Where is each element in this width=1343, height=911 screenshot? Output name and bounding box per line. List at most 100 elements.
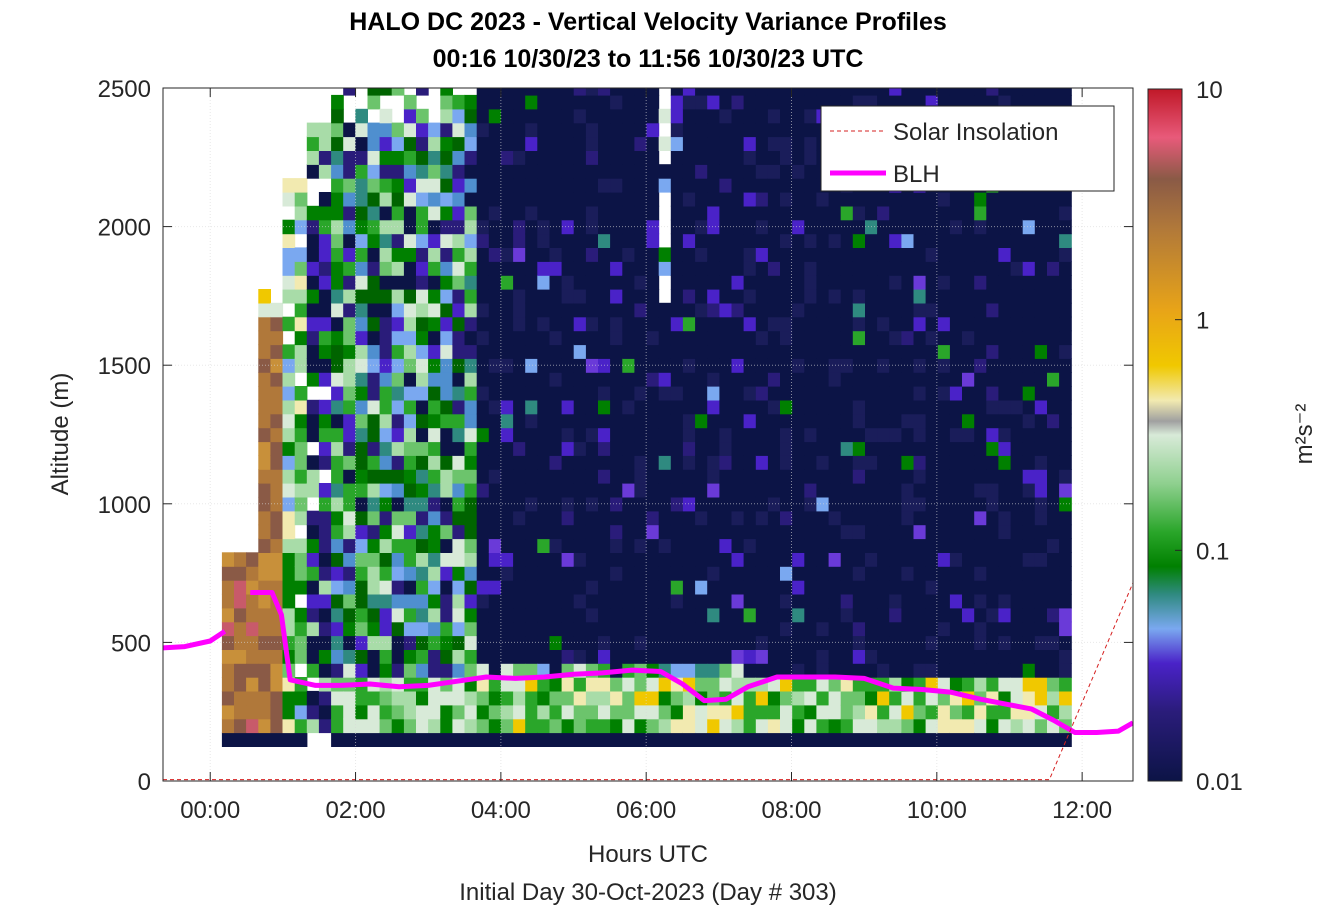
heatmap-cell <box>780 566 793 581</box>
heatmap-cell <box>488 164 502 179</box>
heatmap-cell <box>634 413 648 429</box>
heatmap-cell <box>258 732 271 747</box>
heatmap-cell <box>585 510 599 526</box>
heatmap-cell <box>743 718 757 734</box>
heatmap-cell <box>525 261 538 276</box>
heatmap-cell <box>452 344 466 359</box>
heatmap-cell <box>646 289 660 304</box>
heatmap-cell <box>828 663 842 678</box>
heatmap-cell <box>707 732 720 747</box>
heatmap-cell <box>877 205 890 221</box>
heatmap-cell <box>998 649 1012 664</box>
heatmap-cell <box>221 718 235 734</box>
heatmap-cell <box>561 247 575 262</box>
heatmap-cell <box>258 704 271 720</box>
heatmap-cell <box>379 302 393 318</box>
heatmap-cell <box>500 566 514 581</box>
heatmap-cell <box>743 469 757 484</box>
heatmap-cell <box>1034 399 1048 415</box>
heatmap-cell <box>925 552 939 567</box>
heatmap-cell <box>1047 261 1060 276</box>
heatmap-cell <box>986 732 999 747</box>
heatmap-cell <box>682 704 696 720</box>
heatmap-cell <box>391 704 405 720</box>
heatmap-cell <box>670 635 684 650</box>
heatmap-cell <box>1010 496 1024 512</box>
heatmap-cell <box>343 316 356 332</box>
heatmap-cell <box>877 566 890 581</box>
heatmap-cell <box>561 552 575 567</box>
heatmap-cell <box>937 88 951 96</box>
heatmap-cell <box>634 677 648 692</box>
heatmap-cell <box>306 580 320 595</box>
heatmap-cell <box>780 136 793 151</box>
heatmap-cell <box>610 690 623 706</box>
heatmap-cell <box>585 136 599 151</box>
heatmap-cell <box>258 566 271 581</box>
heatmap-cell <box>331 178 344 193</box>
heatmap-cell <box>828 289 842 304</box>
heatmap-cell <box>658 621 672 637</box>
heatmap-cell <box>416 108 429 124</box>
heatmap-cell <box>731 261 745 276</box>
heatmap-cell <box>780 94 793 110</box>
heatmap-cell <box>573 510 587 526</box>
heatmap-cell <box>743 538 757 553</box>
heatmap-cell <box>901 552 915 567</box>
heatmap-cell <box>901 413 915 429</box>
heatmap-cell <box>865 88 878 96</box>
heatmap-cell <box>828 677 842 692</box>
heatmap-cell <box>804 649 817 664</box>
heatmap-cell <box>925 441 939 456</box>
heatmap-cell <box>743 178 757 193</box>
heatmap-cell <box>707 635 720 650</box>
heatmap-cell <box>1034 386 1048 401</box>
heatmap-cell <box>962 247 975 262</box>
heatmap-cell <box>804 94 817 110</box>
heatmap-cell <box>416 483 429 498</box>
heatmap-cell <box>428 524 441 540</box>
heatmap-cell <box>780 510 793 526</box>
heatmap-cell <box>974 607 987 623</box>
heatmap-cell <box>416 150 429 165</box>
heatmap-cell <box>719 289 733 304</box>
heatmap-cell <box>707 150 720 165</box>
heatmap-cell <box>1034 566 1048 581</box>
heatmap-cell <box>780 704 793 720</box>
heatmap-cell <box>840 607 854 623</box>
heatmap-cell <box>901 205 915 221</box>
heatmap-cell <box>379 538 393 553</box>
heatmap-cell <box>452 275 466 290</box>
heatmap-cell <box>537 233 550 248</box>
heatmap-cell <box>391 538 405 553</box>
heatmap-cell <box>937 372 951 387</box>
heatmap-cell <box>949 399 963 415</box>
heatmap-cell <box>707 441 720 456</box>
heatmap-cell <box>913 330 927 346</box>
heatmap-cell <box>513 247 526 262</box>
heatmap-cell <box>258 386 271 401</box>
heatmap-cell <box>513 566 526 581</box>
heatmap-cell <box>792 413 805 429</box>
heatmap-cell <box>816 538 830 553</box>
heatmap-cell <box>780 580 793 595</box>
heatmap-cell <box>804 455 817 470</box>
heatmap-cell <box>707 718 720 734</box>
heatmap-cell <box>416 663 429 678</box>
blh-line <box>163 629 227 651</box>
heatmap-cell <box>634 289 648 304</box>
heatmap-cell <box>561 413 575 429</box>
heatmap-cell <box>658 469 672 484</box>
heatmap-cell <box>719 510 733 526</box>
heatmap-cell <box>464 552 478 567</box>
heatmap-cell <box>331 316 344 332</box>
heatmap-cell <box>610 330 623 346</box>
heatmap-cell <box>464 469 478 484</box>
heatmap-cell <box>318 344 332 359</box>
heatmap-cell <box>318 607 332 623</box>
heatmap-cell <box>416 399 429 415</box>
heatmap-cell <box>318 593 332 609</box>
heatmap-cell <box>416 566 429 581</box>
heatmap-cell <box>500 122 514 138</box>
heatmap-cell <box>525 94 538 110</box>
